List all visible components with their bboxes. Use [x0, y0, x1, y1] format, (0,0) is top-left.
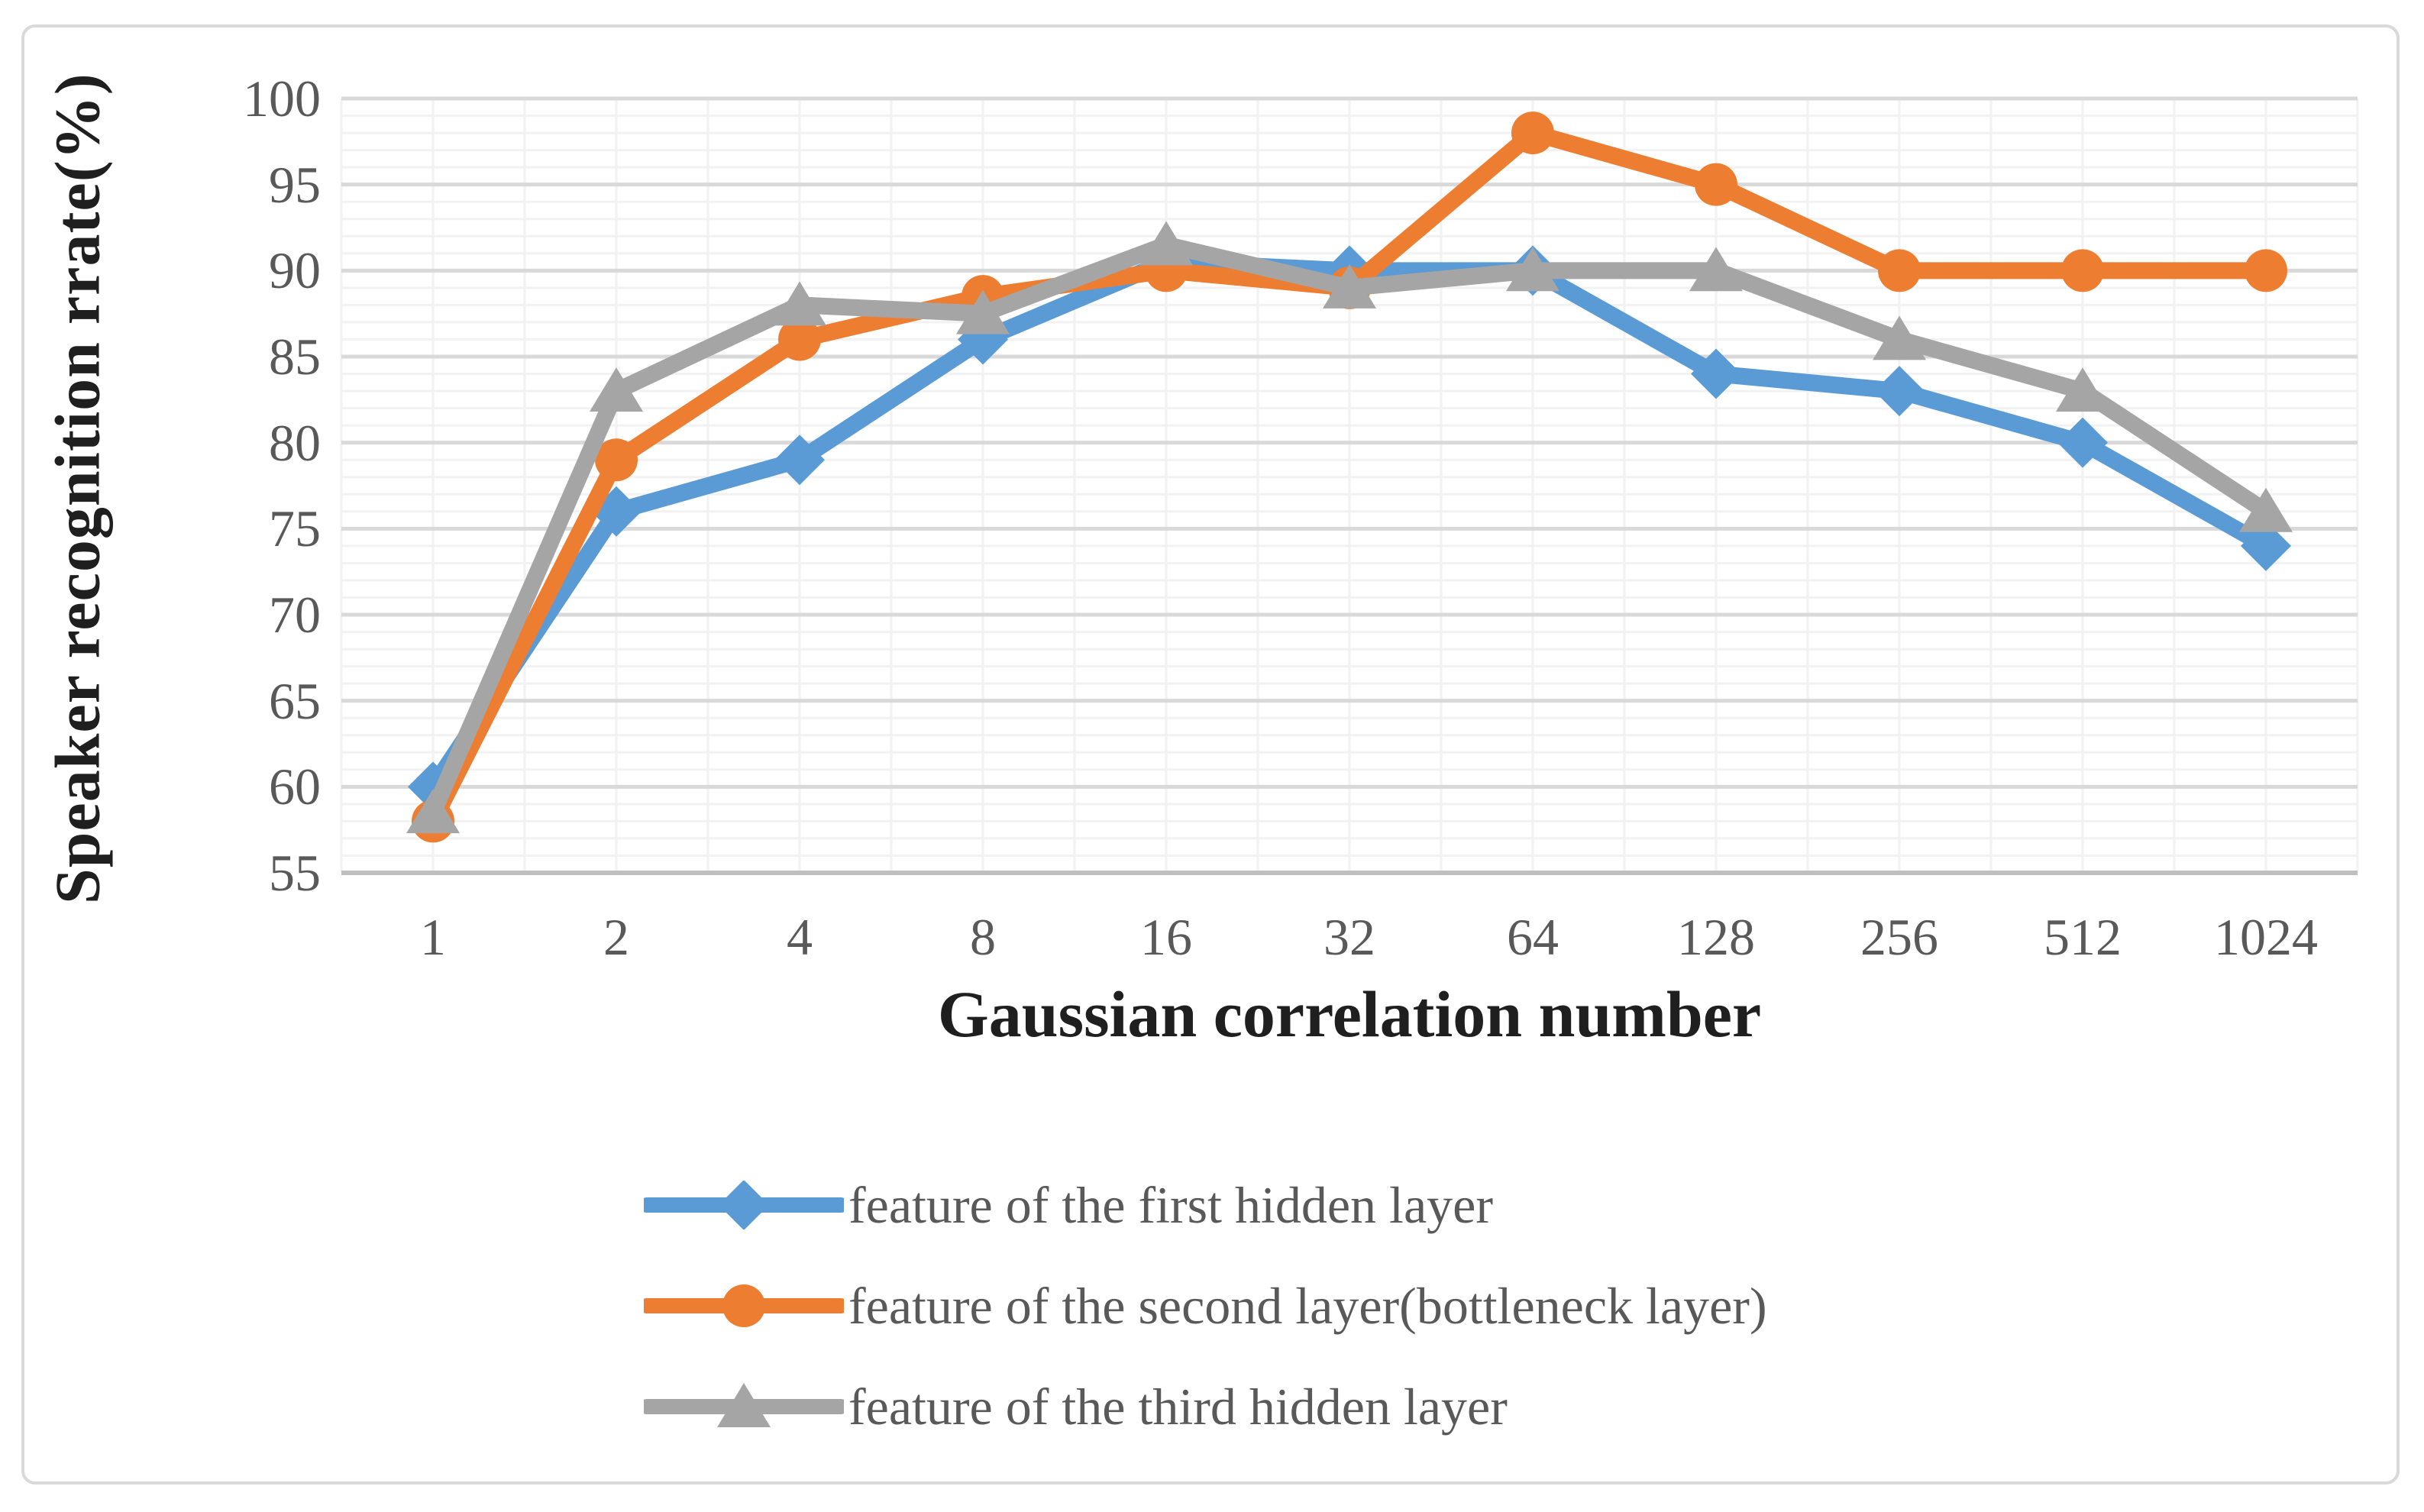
legend-label: feature of the first hidden layer [848, 1175, 1493, 1234]
circle-marker [1695, 163, 1737, 206]
y-tick-label: 95 [269, 155, 321, 214]
triangle-marker [717, 1383, 771, 1427]
circle-marker [595, 438, 638, 482]
x-tick-label: 32 [1324, 908, 1375, 966]
diamond-marker [1874, 366, 1925, 417]
x-tick-label: 8 [970, 908, 996, 966]
circle-marker [778, 318, 821, 361]
triangle-marker [1689, 247, 1743, 292]
circle-marker [1878, 249, 1921, 292]
triangle-marker [2239, 487, 2293, 532]
x-tick-label: 16 [1140, 908, 1192, 966]
y-tick-label: 65 [269, 671, 321, 730]
y-axis-title: Speaker recognition rrate(%) [42, 73, 114, 905]
x-tick-label: 1024 [2214, 908, 2318, 966]
x-axis-title: Gaussian correlation number [937, 977, 1762, 1051]
legend-item-first-hidden-layer: feature of the first hidden layer [644, 1155, 1767, 1255]
legend-item-bottleneck-layer: feature of the second layer(bottleneck l… [644, 1255, 1767, 1356]
y-tick-label: 85 [269, 328, 321, 386]
legend-label: feature of the second layer(bottleneck l… [848, 1276, 1767, 1335]
triangle-marker [406, 789, 460, 834]
legend-marker-diamond [644, 1181, 844, 1229]
chart-legend: feature of the first hidden layer featur… [644, 1155, 1767, 1457]
diamond-marker [2241, 520, 2291, 571]
x-tick-label: 64 [1507, 908, 1559, 966]
x-tick-label: 4 [787, 908, 813, 966]
triangle-marker [1323, 263, 1376, 309]
y-tick-label: 75 [269, 499, 321, 558]
triangle-marker [1873, 315, 1926, 360]
triangle-marker [590, 367, 643, 412]
triangle-marker [956, 289, 1010, 334]
circle-marker [1511, 111, 1554, 155]
y-tick-label: 90 [269, 241, 321, 300]
triangle-marker [1139, 221, 1193, 266]
diamond-marker [2057, 417, 2108, 468]
diamond-marker [719, 1181, 769, 1229]
triangle-marker [1506, 247, 1559, 292]
x-tick-label: 2 [603, 908, 629, 966]
y-tick-label: 60 [269, 758, 321, 816]
x-tick-label: 512 [2044, 908, 2122, 966]
y-tick-label: 80 [269, 413, 321, 472]
x-tick-label: 1 [420, 908, 446, 966]
y-tick-label: 70 [269, 586, 321, 644]
legend-marker-circle [644, 1284, 844, 1327]
triangle-marker [2056, 367, 2109, 412]
x-tick-label: 128 [1677, 908, 1755, 966]
x-tick-label: 256 [1860, 908, 1938, 966]
circle-marker [2061, 249, 2104, 292]
y-tick-label: 100 [243, 69, 321, 128]
circle-marker [2245, 249, 2287, 292]
diamond-marker [774, 435, 825, 486]
diamond-marker [1691, 348, 1741, 399]
legend-item-third-hidden-layer: feature of the third hidden layer [644, 1356, 1767, 1457]
circle-marker [722, 1284, 765, 1327]
legend-label: feature of the third hidden layer [848, 1377, 1508, 1436]
legend-marker-triangle [644, 1383, 844, 1427]
y-tick-label: 55 [269, 844, 321, 902]
triangle-marker [773, 281, 826, 326]
